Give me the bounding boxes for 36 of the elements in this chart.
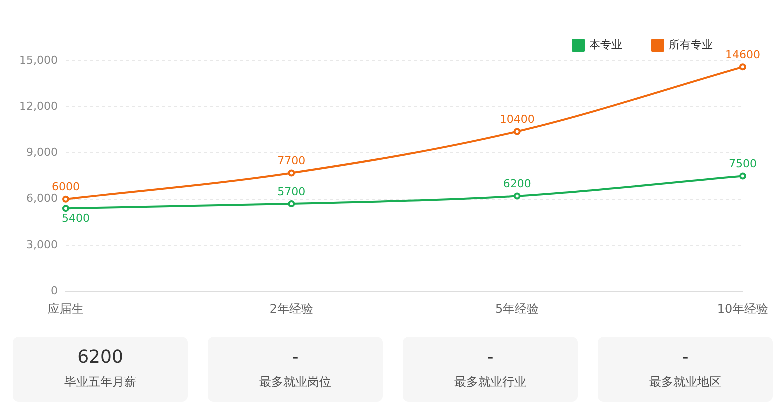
y-tick-label: 3,000: [26, 238, 58, 252]
x-tick-label: 应届生: [48, 302, 84, 316]
text: -: [681, 347, 690, 368]
text: -: [291, 347, 300, 368]
data-label: 14600: [726, 48, 760, 62]
legend-label: 本专业: [590, 38, 622, 52]
y-tick-label: 9,000: [26, 146, 58, 160]
data-label: 6200: [503, 178, 532, 191]
x-tick-label: 10年经验: [717, 302, 769, 316]
point: [514, 192, 521, 200]
text: 毕业五年月薪: [64, 374, 138, 391]
point: [62, 205, 70, 212]
y-tick-label: 15,000: [20, 54, 58, 67]
text: 最多就业岗位: [258, 374, 332, 391]
data-label: 6000: [52, 180, 80, 194]
y-tick-label: 12,000: [20, 100, 58, 113]
y-tick-label: 6,000: [26, 192, 58, 206]
data-label: 10400: [500, 113, 535, 126]
point: [740, 64, 746, 71]
point: [62, 196, 70, 203]
data-label: 7700: [278, 154, 306, 168]
data-label: 5700: [278, 185, 306, 198]
text: 6200: [76, 347, 124, 368]
legend-label: 所有专业: [669, 38, 713, 52]
point: [514, 128, 521, 136]
x-tick-label: 2年经验: [270, 302, 314, 316]
point: [288, 200, 296, 208]
data-label: 5400: [62, 212, 90, 225]
data-label: 7500: [729, 158, 757, 171]
x-tick-label: 5年经验: [496, 302, 540, 316]
text: 最多就业行业: [454, 374, 528, 391]
text: -: [486, 347, 495, 368]
y-tick-label: 0: [51, 284, 58, 298]
point: [740, 172, 746, 180]
text: 最多就业地区: [648, 374, 722, 391]
point: [288, 170, 296, 177]
